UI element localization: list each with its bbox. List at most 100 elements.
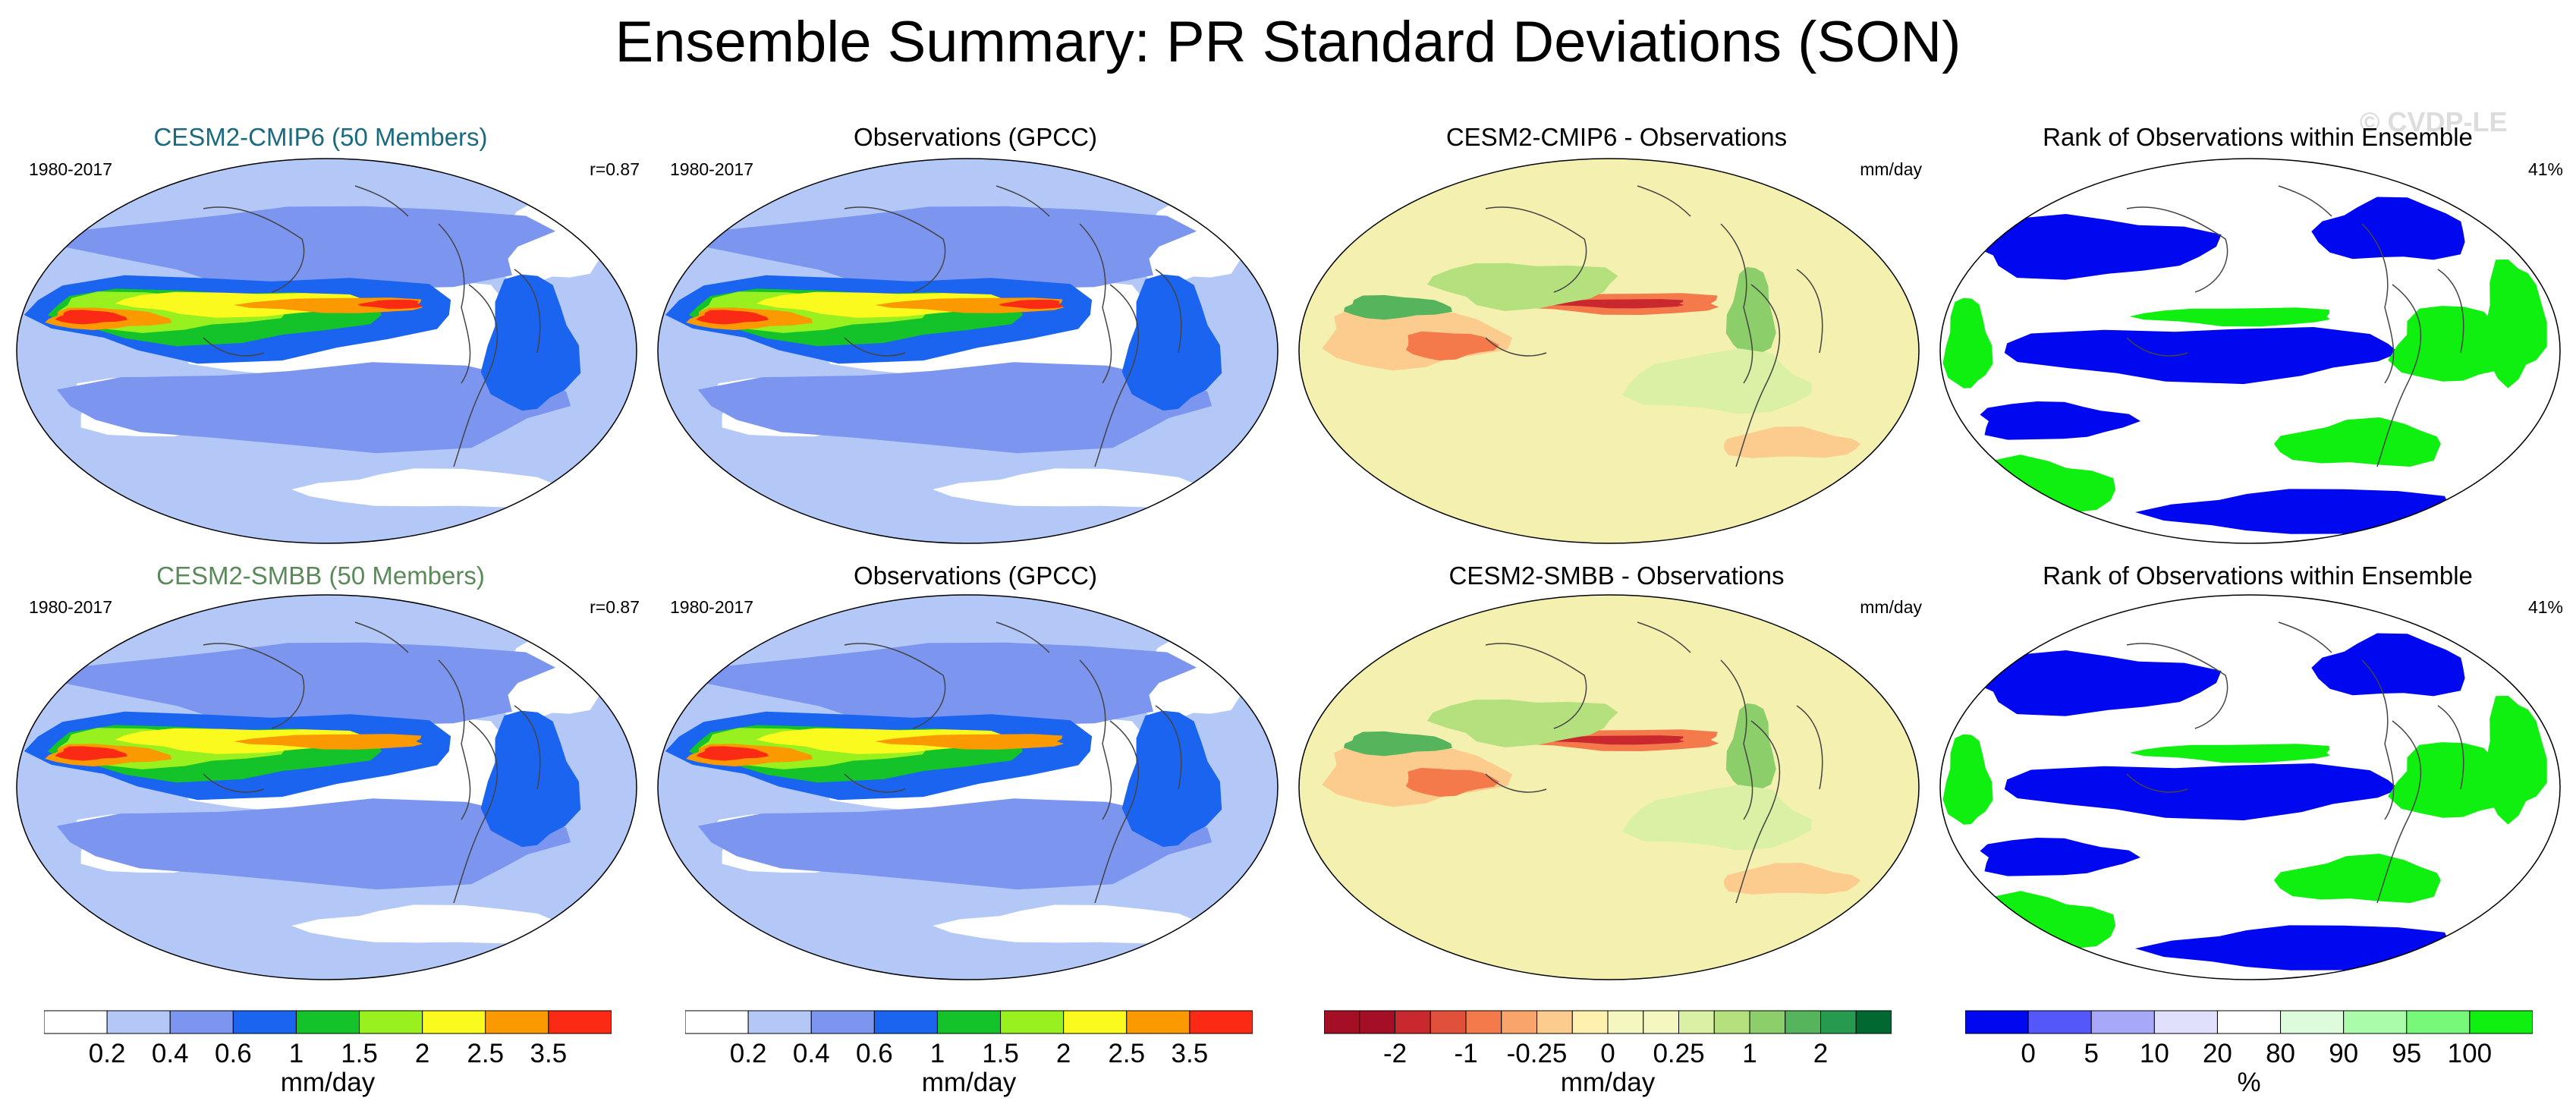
colorbar-boxes	[44, 1010, 612, 1034]
coastline-3	[2376, 720, 2422, 904]
map-outline	[657, 158, 1279, 544]
coastline-1	[354, 185, 409, 217]
map-outline	[16, 594, 637, 980]
colorbar-box	[2090, 1010, 2155, 1034]
panel-title: Observations (GPCC)	[854, 123, 1097, 151]
colorbar-box	[2280, 1010, 2345, 1034]
colorbar-tick-label: 10	[2139, 1039, 2169, 1068]
coastline-4	[2437, 269, 2464, 354]
rank-contour-north-low-rank	[1971, 650, 2222, 716]
coastline-1	[2278, 185, 2332, 217]
rank-contour-west-edge-high-rank	[1942, 734, 1993, 825]
colorbar-boxes	[685, 1010, 1253, 1034]
precip-contour-midlat-north-band	[62, 206, 556, 289]
map-rank	[1939, 158, 2561, 544]
coastline-0	[844, 643, 946, 729]
precip-contour-pacific-orange	[875, 734, 1065, 750]
colorbar-box	[810, 1010, 875, 1034]
colorbar-tick-label: 0	[2021, 1039, 2036, 1068]
panel-title: CESM2-CMIP6 (50 Members)	[153, 123, 488, 151]
coastline-0	[844, 206, 946, 293]
rank-contour-pacific-high-rank	[2129, 307, 2330, 327]
rank-contour-pacific-high-rank	[2129, 744, 2330, 763]
colorbar-tick-label: 100	[2447, 1039, 2493, 1068]
colorbar-tick-label: 20	[2202, 1039, 2232, 1068]
precip-contour-dry-zone-southern-ocean	[933, 468, 1202, 508]
precip-contour-pacific-orange	[234, 734, 423, 750]
coastline-1	[2278, 621, 2332, 653]
coastline-1	[995, 185, 1050, 217]
panel-title: CESM2-SMBB - Observations	[1448, 562, 1785, 590]
map-outline	[657, 594, 1279, 980]
precip-contour-midlat-south-band	[56, 798, 571, 890]
map-precip	[16, 158, 637, 544]
coastline-2	[1720, 659, 1754, 820]
coastline-2	[2361, 223, 2395, 384]
colorbar-tick-label: 90	[2329, 1039, 2359, 1068]
colorbar-box	[422, 1010, 486, 1034]
colorbar-tick-label: 0.2	[729, 1039, 767, 1068]
colorbar-tick-label: 95	[2392, 1039, 2422, 1068]
panel-title: CESM2-SMBB (50 Members)	[156, 562, 485, 590]
colorbar-tick-label: 0.4	[792, 1039, 830, 1068]
colorbar-box	[1678, 1010, 1715, 1034]
coastline-2	[438, 223, 471, 384]
coastline-5	[844, 773, 906, 793]
diff-contour-maritime-wet-bias	[1426, 699, 1618, 747]
colorbar-tick-label: -0.25	[1506, 1039, 1568, 1068]
rank-contour-north-low-rank	[1971, 214, 2222, 280]
coastline-3	[453, 284, 499, 467]
panel-title: CESM2-CMIP6 - Observations	[1445, 123, 1788, 151]
colorbar-box	[44, 1010, 108, 1034]
colorbar-tick-label: 5	[2084, 1039, 2099, 1068]
coastline-4	[1155, 269, 1182, 354]
colorbar-3: -2 -1 -0.25 0 0.25 1 2 mm/day	[1324, 1010, 1892, 1116]
rank-contour-tropics-low-rank	[2004, 327, 2399, 385]
coastline-4	[1796, 705, 1823, 790]
rank-contour-tropics-low-rank	[2004, 763, 2399, 821]
diff-contour-pacific-strong-dry-bias	[1542, 299, 1684, 309]
rank-contour-east-edge-high-rank	[2484, 260, 2547, 389]
colorbar-box	[2027, 1010, 2092, 1034]
map-diff	[1298, 594, 1920, 980]
coastline-1	[1637, 185, 1691, 217]
colorbar-box	[232, 1010, 297, 1034]
precip-contour-atlantic-band	[480, 274, 581, 411]
panel-stat-label: r=0.87	[590, 597, 640, 617]
diff-contour-south-atlantic-dry-bias	[1724, 426, 1861, 458]
coastline-5	[1485, 773, 1547, 793]
colorbar-tick-label: 1.5	[982, 1039, 1019, 1068]
colorbar-box	[1536, 1010, 1573, 1034]
colorbar-box	[936, 1010, 1002, 1034]
rank-contour-south-pacific-high-rank	[2273, 417, 2441, 467]
colorbar-box	[1324, 1010, 1360, 1034]
diff-contour-indian-wet-bias	[1343, 731, 1452, 757]
colorbar-units-label: mm/day	[921, 1068, 1017, 1097]
precip-contour-atlantic-band	[1121, 710, 1222, 848]
colorbar-box	[747, 1010, 812, 1034]
colorbar-box	[169, 1010, 234, 1034]
coastline-0	[2126, 206, 2228, 293]
colorbar-box	[1749, 1010, 1786, 1034]
colorbar-box	[485, 1010, 549, 1034]
map-precip	[657, 594, 1279, 980]
colorbar-box	[359, 1010, 423, 1034]
colorbar-boxes	[1965, 1010, 2533, 1034]
coastline-4	[514, 269, 541, 354]
precip-contour-max-red	[696, 310, 769, 325]
period-label: 1980-2017	[29, 159, 112, 179]
colorbar-box	[2343, 1010, 2408, 1034]
colorbar-box	[548, 1010, 612, 1034]
colorbar-tick-label: 3.5	[530, 1039, 568, 1068]
precip-contour-dry-zone-southern-ocean	[291, 468, 561, 508]
colorbar-box	[1571, 1010, 1609, 1034]
colorbar-tick-label: 0.4	[151, 1039, 189, 1068]
precip-contour-atlantic-band	[480, 710, 581, 848]
coastline-0	[1485, 206, 1587, 293]
colorbar-box	[685, 1010, 749, 1034]
coastline-4	[2437, 705, 2464, 790]
map-outline	[1939, 158, 2561, 544]
coastline-3	[453, 720, 499, 904]
colorbar-tick-label: 80	[2266, 1039, 2296, 1068]
colorbar-box	[1395, 1010, 1431, 1034]
